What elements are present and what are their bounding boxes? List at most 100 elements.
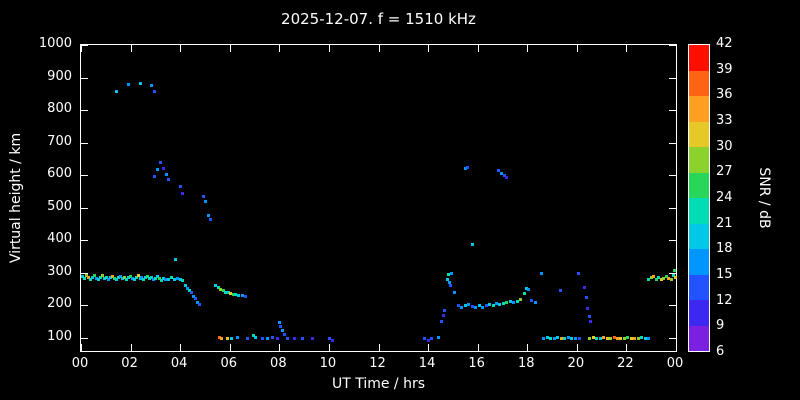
plot-area (80, 44, 678, 352)
data-point (160, 279, 164, 283)
data-point (519, 298, 523, 302)
y-tick-mark (81, 77, 88, 79)
data-point (96, 278, 100, 282)
data-point (236, 294, 240, 297)
data-point (155, 168, 159, 172)
x-tick-mark (527, 344, 529, 351)
y-tick-label: 100 (47, 328, 72, 344)
colorbar-tick-label: 12 (716, 292, 733, 308)
data-point (156, 275, 160, 279)
data-point (254, 335, 258, 339)
data-point (583, 286, 587, 290)
data-point (589, 320, 593, 324)
x-tick-label: 14 (418, 356, 436, 371)
data-point (136, 274, 140, 278)
data-point (140, 275, 144, 279)
data-point (181, 279, 185, 283)
data-point (180, 191, 184, 195)
y-tick-mark (81, 240, 88, 242)
data-point (659, 278, 663, 282)
x-tick-labels: 00 02 04 06 08 10 12 14 16 18 20 22 00 (72, 356, 684, 374)
x-tick-mark (180, 344, 182, 351)
data-point (545, 335, 549, 339)
x-axis-label: UT Time / hrs (331, 376, 426, 392)
data-point (279, 324, 283, 328)
data-point (84, 274, 88, 278)
colorbar-segment (689, 249, 709, 275)
data-point (301, 336, 305, 340)
x-tick-label: 12 (369, 356, 386, 371)
data-point (470, 304, 474, 308)
data-point (539, 271, 543, 275)
y-tick-mark (81, 175, 88, 177)
x-tick-mark (576, 344, 578, 351)
x-tick-mark (328, 344, 330, 351)
x-tick-mark (81, 344, 82, 351)
data-point (138, 277, 142, 281)
colorbar-tick-label: 18 (716, 241, 733, 257)
data-point (573, 336, 577, 340)
colorbar-tick-label: 36 (716, 87, 733, 103)
data-point (530, 299, 534, 303)
colorbar-tick-label: 33 (716, 113, 733, 128)
data-point (448, 284, 452, 288)
colorbar-tick-label: 15 (716, 267, 733, 282)
data-point (488, 303, 492, 307)
data-point (429, 336, 433, 340)
data-point (158, 161, 162, 165)
data-point (110, 274, 114, 278)
data-point (503, 174, 507, 178)
data-point (423, 337, 427, 341)
data-point (588, 336, 592, 340)
chart-title: 2025-12-07. f = 1510 kHz (281, 10, 476, 28)
data-point (221, 289, 225, 293)
data-point (116, 276, 120, 280)
data-point (619, 337, 623, 341)
colorbar-segment (689, 325, 709, 351)
y-tick-mark (81, 305, 88, 307)
data-point (559, 289, 563, 293)
data-point (664, 275, 668, 279)
data-point (331, 338, 335, 342)
data-point (162, 277, 166, 281)
y-tick-label: 400 (47, 231, 72, 247)
x-tick-label: 04 (170, 356, 188, 371)
data-point (185, 286, 189, 290)
data-point (505, 300, 509, 304)
data-point (674, 276, 678, 280)
y-tick-mark (669, 142, 676, 144)
data-point (437, 335, 441, 339)
data-point (522, 292, 526, 296)
data-point (426, 338, 430, 342)
colorbar-tick-label: 39 (716, 61, 733, 77)
data-point (669, 278, 673, 282)
data-point (556, 335, 559, 339)
y-tick-label: 200 (47, 296, 72, 312)
data-point (508, 299, 512, 303)
data-point (605, 336, 609, 340)
data-point (202, 195, 206, 199)
data-point (224, 290, 228, 294)
x-tick-mark (676, 45, 677, 52)
data-point (477, 304, 481, 308)
y-tick-mark (81, 337, 88, 339)
data-point (164, 278, 168, 282)
data-point (241, 294, 245, 298)
x-tick-mark (229, 45, 231, 52)
data-point (559, 336, 563, 340)
data-point (450, 271, 454, 275)
data-point (100, 274, 104, 278)
data-point (178, 185, 182, 189)
data-point (88, 278, 92, 282)
y-tick-mark (669, 337, 676, 339)
colorbar-segment (689, 70, 709, 96)
x-tick-mark (477, 344, 479, 351)
x-tick-mark (130, 45, 132, 52)
data-point (439, 319, 443, 323)
data-point (164, 172, 168, 176)
y-tick-mark (669, 110, 676, 112)
data-point (566, 335, 570, 339)
colorbar-segment (689, 121, 709, 147)
x-tick-mark (130, 344, 132, 351)
data-point (598, 337, 602, 341)
